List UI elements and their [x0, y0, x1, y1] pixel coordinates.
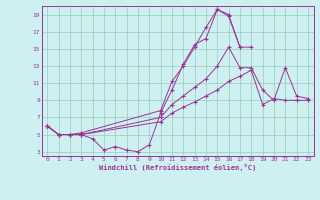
- X-axis label: Windchill (Refroidissement éolien,°C): Windchill (Refroidissement éolien,°C): [99, 164, 256, 171]
